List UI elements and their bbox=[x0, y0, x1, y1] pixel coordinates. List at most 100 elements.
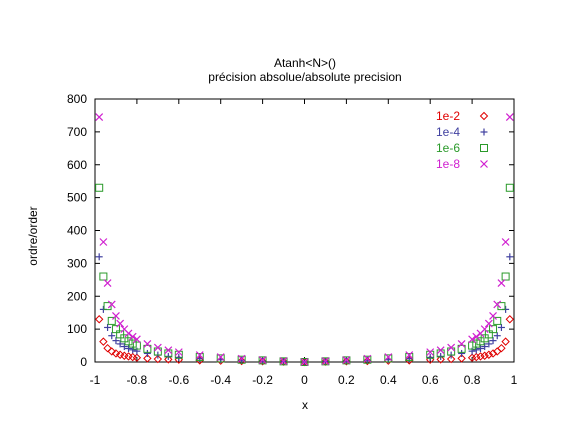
data-point bbox=[501, 272, 510, 281]
data-point bbox=[342, 356, 351, 364]
x-tick-label: 0.2 bbox=[338, 373, 355, 387]
data-point bbox=[484, 319, 493, 328]
x-tick-label: -1 bbox=[90, 373, 101, 387]
data-point bbox=[505, 113, 514, 122]
data-point bbox=[95, 113, 104, 122]
data-point bbox=[107, 347, 116, 356]
y-tick-label: 100 bbox=[67, 322, 87, 336]
data-point bbox=[472, 339, 481, 348]
data-point bbox=[128, 332, 137, 341]
data-point bbox=[143, 349, 151, 357]
data-point bbox=[104, 323, 112, 331]
data-point bbox=[107, 300, 116, 309]
data-point bbox=[103, 302, 112, 311]
data-point bbox=[237, 355, 246, 364]
data-point bbox=[472, 332, 481, 341]
legend-label: 1e-2 bbox=[436, 109, 460, 123]
series-1e-8 bbox=[95, 113, 514, 366]
data-point bbox=[363, 354, 372, 363]
data-point bbox=[99, 272, 108, 281]
data-point bbox=[103, 279, 112, 288]
data-point bbox=[112, 337, 120, 345]
data-point bbox=[489, 337, 497, 345]
data-point bbox=[321, 357, 330, 365]
data-point bbox=[258, 356, 267, 364]
data-point bbox=[484, 350, 494, 359]
data-point bbox=[457, 339, 466, 348]
data-point bbox=[107, 316, 116, 325]
data-point bbox=[484, 330, 493, 339]
data-point bbox=[505, 315, 515, 324]
y-tick-label: 600 bbox=[67, 158, 87, 172]
data-point bbox=[447, 343, 456, 352]
data-point bbox=[237, 354, 246, 363]
y-tick-label: 200 bbox=[67, 289, 87, 303]
y-tick-label: 400 bbox=[67, 224, 87, 238]
data-point bbox=[99, 238, 108, 246]
data-point bbox=[103, 343, 112, 353]
data-point bbox=[143, 354, 152, 363]
data-point bbox=[426, 348, 435, 357]
data-point bbox=[143, 344, 152, 353]
data-point bbox=[279, 357, 288, 365]
data-point bbox=[489, 312, 497, 320]
data-point bbox=[132, 353, 142, 362]
data-point bbox=[426, 353, 434, 361]
data-point bbox=[258, 357, 267, 366]
data-point bbox=[476, 352, 485, 361]
legend-marker bbox=[480, 160, 488, 168]
data-point bbox=[480, 351, 489, 360]
data-point bbox=[472, 352, 481, 362]
data-point bbox=[174, 348, 183, 357]
data-point bbox=[468, 335, 477, 344]
data-point bbox=[111, 349, 121, 358]
data-point bbox=[174, 350, 183, 359]
data-point bbox=[259, 357, 267, 365]
data-point bbox=[457, 344, 466, 353]
x-tick-label: 0 bbox=[301, 373, 308, 387]
data-point bbox=[258, 356, 267, 365]
data-point bbox=[164, 355, 173, 364]
legend-marker bbox=[480, 128, 488, 136]
data-point bbox=[164, 346, 173, 355]
data-point bbox=[153, 354, 163, 364]
data-point bbox=[457, 354, 466, 363]
legend-label: 1e-8 bbox=[436, 157, 460, 171]
data-points bbox=[94, 113, 515, 367]
data-point bbox=[300, 358, 309, 366]
chart-title: Atanh<N>() bbox=[274, 56, 336, 70]
data-point bbox=[175, 353, 183, 361]
data-point bbox=[493, 300, 502, 309]
data-point bbox=[120, 343, 128, 351]
data-point bbox=[195, 351, 204, 360]
x-tick-label: -0.4 bbox=[210, 373, 231, 387]
y-tick-label: 500 bbox=[67, 191, 87, 205]
y-tick-label: 700 bbox=[67, 125, 87, 139]
data-point bbox=[501, 238, 510, 246]
data-point bbox=[125, 345, 133, 353]
data-point bbox=[493, 316, 502, 325]
x-tick-label: 0.4 bbox=[380, 373, 397, 387]
x-tick-label: 1 bbox=[511, 373, 518, 387]
x-tick-label: -0.2 bbox=[252, 373, 273, 387]
data-point bbox=[279, 357, 288, 366]
data-point bbox=[405, 351, 414, 360]
data-point bbox=[128, 339, 137, 348]
data-point bbox=[436, 355, 445, 364]
data-point bbox=[99, 337, 108, 346]
data-point bbox=[321, 357, 330, 366]
data-point bbox=[363, 355, 372, 364]
y-axis-label: ordre/order bbox=[26, 206, 40, 265]
data-point bbox=[108, 332, 116, 340]
data-point bbox=[437, 352, 445, 360]
series-1e-6 bbox=[95, 183, 514, 366]
data-point bbox=[164, 352, 172, 360]
data-point bbox=[446, 354, 456, 364]
y-tick-label: 800 bbox=[67, 92, 87, 106]
data-point bbox=[216, 354, 225, 363]
y-tick-label: 300 bbox=[67, 256, 87, 270]
chart-subtitle: précision absolue/absolute precision bbox=[208, 70, 401, 84]
data-point bbox=[489, 325, 498, 334]
data-point bbox=[111, 325, 120, 334]
axis-ticks: -1 -0.8 -0.6 -0.4 -0.2 0 0.2 0.4 0.6 0.8 1 0 100 200 3… bbox=[67, 92, 518, 387]
